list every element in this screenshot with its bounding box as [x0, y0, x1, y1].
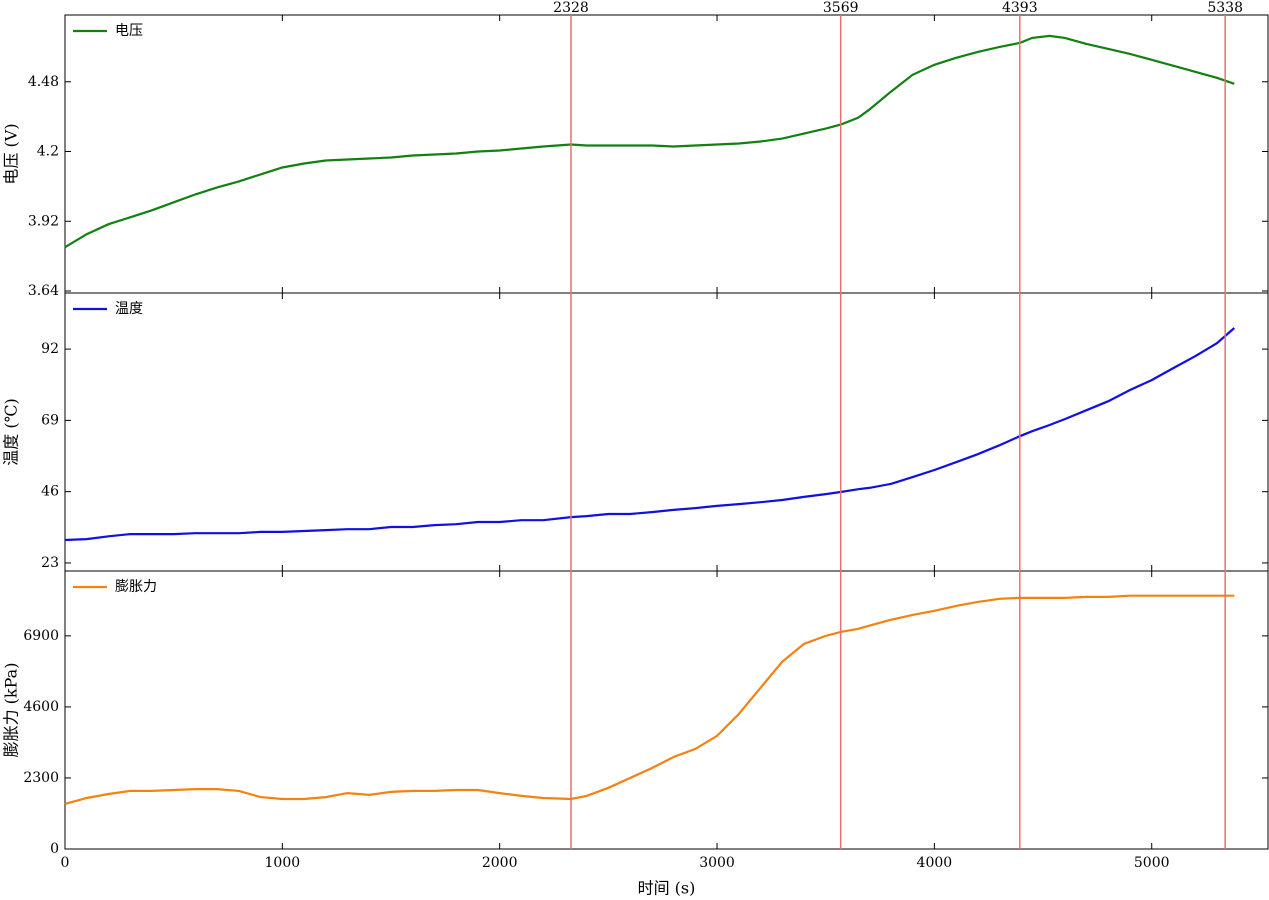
- y-tick-label: 0: [50, 841, 59, 857]
- data-line: [64, 327, 1236, 542]
- legend-label: 温度: [115, 301, 143, 317]
- y-tick-label: 92: [41, 341, 59, 357]
- y-tick-label: 23: [41, 555, 59, 571]
- plot-frame: [64, 570, 1269, 850]
- y-tick-label: 3.92: [28, 213, 59, 229]
- y-tick-label: 6900: [23, 628, 59, 644]
- x-tick-label: 5000: [1134, 855, 1170, 871]
- y-tick-label: 46: [41, 484, 59, 500]
- marker-label: 3569: [823, 0, 859, 16]
- plot-frame: [64, 14, 1269, 294]
- y-tick-label: 4600: [23, 699, 59, 715]
- marker-label: 4393: [1002, 0, 1038, 16]
- legend-label: 膨胀力: [115, 578, 157, 595]
- y-tick-label: 2300: [23, 770, 59, 786]
- data-line: [64, 594, 1235, 805]
- legend-label: 电压: [115, 23, 143, 39]
- x-tick-label: 2000: [482, 855, 518, 871]
- y-tick-label: 4.2: [37, 144, 59, 160]
- y-tick-label: 69: [41, 412, 59, 428]
- y-axis-label: 温度 (℃): [2, 398, 21, 465]
- y-axis-label: 电压 (V): [2, 123, 21, 184]
- marker-label: 2328: [553, 0, 589, 16]
- x-tick-label: 0: [61, 855, 70, 871]
- x-tick-label: 3000: [699, 855, 735, 871]
- data-line: [64, 34, 1235, 249]
- x-axis-label: 时间 (s): [638, 879, 696, 898]
- y-axis-label: 膨胀力 (kPa): [2, 663, 21, 758]
- x-tick-label: 4000: [917, 855, 953, 871]
- y-tick-label: 3.64: [28, 283, 59, 299]
- plot-frame: [64, 292, 1269, 572]
- x-tick-label: 1000: [265, 855, 301, 871]
- marker-label: 5338: [1207, 0, 1243, 16]
- y-tick-label: 4.48: [28, 74, 59, 90]
